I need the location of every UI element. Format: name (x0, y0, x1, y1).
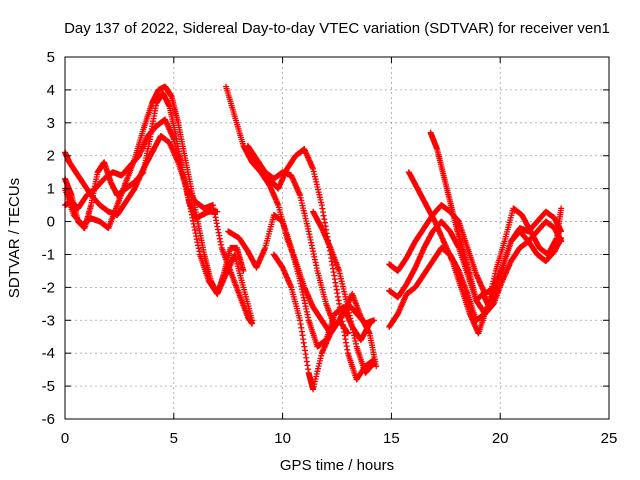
y-tick-label-3: -3 (42, 312, 55, 329)
y-tick-label-11: 5 (47, 49, 55, 66)
y-tick-label-1: -5 (42, 378, 55, 395)
y-tick-label-8: 2 (47, 148, 55, 165)
series-track10 (310, 208, 377, 376)
y-tick-label-6: 0 (47, 214, 55, 231)
series-track15 (427, 129, 499, 311)
y-axis-ticks: -6 -5 -4 -3 -2 -1 0 1 2 3 4 5 (42, 49, 609, 428)
series-track9-markers (270, 251, 351, 393)
series-track8 (249, 146, 377, 383)
x-axis-ticks: 0 5 10 15 20 25 (61, 57, 618, 447)
x-tick-label-4: 20 (492, 430, 509, 447)
y-tick-label-9: 3 (47, 115, 55, 132)
y-tick-label-4: -2 (42, 279, 55, 296)
series-track2 (62, 133, 256, 327)
series-track8-markers (249, 146, 377, 383)
plot-frame (64, 56, 610, 420)
series-track14-markers (405, 169, 565, 337)
series-track15-markers (427, 129, 499, 311)
y-tick-label-10: 4 (47, 82, 55, 99)
chart-title: Day 137 of 2022, Sidereal Day-to-day VTE… (64, 20, 610, 37)
series-track6 (225, 212, 373, 350)
x-tick-label-0: 0 (61, 430, 69, 447)
data-points (62, 83, 565, 393)
series-track11 (386, 202, 565, 297)
x-tick-label-1: 5 (170, 430, 178, 447)
x-tick-label-2: 10 (274, 430, 291, 447)
series-track2-markers (62, 133, 256, 327)
y-tick-label-2: -4 (42, 345, 55, 362)
y-axis-label: SDTVAR / TECUs (6, 178, 23, 298)
series-track11-markers (386, 202, 565, 297)
series-track14 (405, 169, 565, 337)
series-track6-markers (225, 212, 373, 350)
y-tick-label-7: 1 (47, 181, 55, 198)
y-tick-label-0: -6 (42, 411, 55, 428)
x-axis-label: GPS time / hours (280, 457, 394, 474)
x-tick-label-3: 15 (383, 430, 400, 447)
series-track9 (270, 251, 351, 393)
y-tick-label-5: -1 (42, 246, 55, 263)
x-tick-label-5: 25 (601, 430, 618, 447)
series-track10-markers (310, 208, 377, 376)
